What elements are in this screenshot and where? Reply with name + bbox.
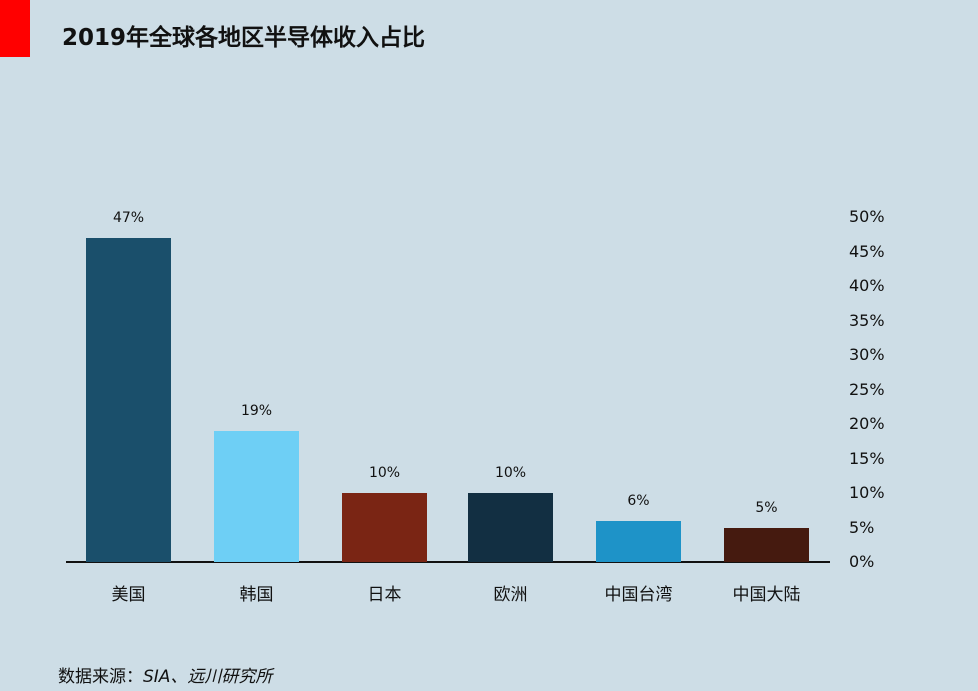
y-tick-label: 25% xyxy=(849,379,885,399)
y-tick-label: 10% xyxy=(849,483,885,502)
x-tick-label: 欧洲 xyxy=(493,585,528,605)
bar-0 xyxy=(86,237,171,562)
x-tick-label: 韩国 xyxy=(239,585,274,605)
bar-4 xyxy=(596,520,681,562)
y-tick-label: 5% xyxy=(849,517,875,537)
y-tick-label: 20% xyxy=(849,414,885,433)
bar-value-label: 47% xyxy=(112,209,145,226)
y-tick-label: 35% xyxy=(849,310,885,330)
x-tick-label: 中国台湾 xyxy=(604,585,673,605)
title-accent-bar xyxy=(0,0,30,57)
y-tick-label: 30% xyxy=(849,345,885,364)
bar-value-label: 10% xyxy=(494,465,527,481)
y-tick-label: 50% xyxy=(849,207,885,226)
source-note: 数据来源：SIA、远川研究所 xyxy=(58,662,272,687)
bar-value-label: 19% xyxy=(240,402,273,419)
bar-1 xyxy=(214,430,299,562)
x-tick-label: 美国 xyxy=(111,585,146,605)
bar-3 xyxy=(468,493,553,562)
y-tick-label: 45% xyxy=(849,241,885,261)
x-tick-label: 中国大陆 xyxy=(732,585,801,605)
bar-value-label: 10% xyxy=(368,465,401,481)
bar-value-label: 5% xyxy=(755,499,778,516)
source-prefix: 数据来源： xyxy=(58,667,143,687)
bar-5 xyxy=(724,527,809,562)
x-tick-label: 日本 xyxy=(367,585,402,605)
y-tick-label: 0% xyxy=(849,552,875,571)
chart-title: 2019年全球各地区半导体收入占比 xyxy=(62,25,426,51)
x-axis-line xyxy=(66,561,830,563)
y-tick-label: 40% xyxy=(849,276,885,295)
bar-value-label: 6% xyxy=(627,492,650,509)
y-tick-label: 15% xyxy=(849,448,885,468)
source-value: SIA、远川研究所 xyxy=(143,667,273,687)
bar-2 xyxy=(342,493,427,562)
